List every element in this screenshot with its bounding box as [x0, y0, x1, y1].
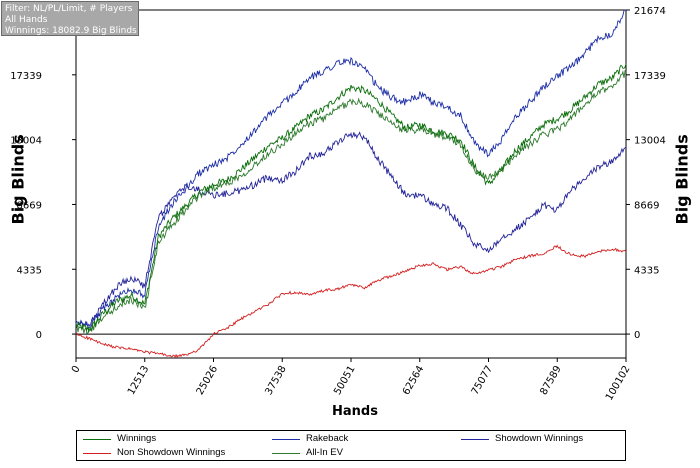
x-tick-label: 25026: [195, 364, 220, 397]
legend-label: Rakeback: [306, 433, 349, 444]
x-tick-label: 100102: [604, 364, 633, 403]
x-tick-label: 62564: [401, 364, 426, 397]
legend-label: Winnings: [117, 433, 157, 444]
y-axis-title-left: Big Blinds: [8, 134, 28, 225]
legend-label: All-In EV: [306, 447, 343, 458]
series-line-showdown-winnings: [75, 131, 627, 328]
legend-swatch: [461, 439, 489, 440]
filter-hands-line: All Hands: [5, 15, 48, 25]
y-tick-label: 8669: [634, 200, 659, 211]
legend: Winnings Rakeback Showdown Winnings Non …: [76, 430, 626, 461]
plot-frame: [75, 9, 627, 359]
y-tick-label: 4335: [17, 265, 42, 276]
filter-line: Filter: NL/PL/Limit, # Players: [5, 4, 133, 14]
x-tick-label: 87589: [538, 364, 563, 397]
y-tick-label: 17339: [10, 71, 42, 82]
series-line-winnings: [75, 63, 627, 334]
y-tick-label: 0: [634, 330, 640, 341]
legend-label: Showdown Winnings: [495, 433, 584, 444]
x-tick-label: 50051: [332, 364, 357, 397]
y-tick-label: 17339: [634, 71, 666, 82]
series-line-all-in-ev: [75, 69, 627, 334]
y-tick-label: 21674: [634, 6, 666, 17]
x-axis-title: Hands: [332, 404, 378, 419]
legend-swatch: [272, 439, 300, 440]
filter-winnings-line: Winnings: 18082.9 Big Blinds: [5, 26, 137, 36]
filter-info-box: Filter: NL/PL/Limit, # Players All Hands…: [1, 1, 139, 36]
series-line-non-showdown-winnings: [75, 244, 627, 359]
x-tick-label: 0: [70, 364, 83, 375]
x-tick-label: 37538: [263, 364, 288, 397]
legend-swatch: [272, 453, 300, 454]
y-axis-title-right: Big Blinds: [672, 134, 692, 225]
legend-label: Non Showdown Winnings: [117, 447, 226, 458]
y-tick-label: 8669: [17, 200, 42, 211]
x-tick-label: 12513: [126, 364, 151, 397]
y-tick-label: 13004: [10, 136, 42, 147]
legend-swatch: [83, 439, 111, 440]
y-tick-label: 4335: [634, 265, 659, 276]
series-line-rakeback: [75, 9, 627, 329]
x-tick-label: 75077: [470, 364, 495, 397]
legend-swatch: [83, 453, 111, 454]
y-tick-label: 0: [36, 330, 42, 341]
y-tick-label: 13004: [634, 136, 666, 147]
